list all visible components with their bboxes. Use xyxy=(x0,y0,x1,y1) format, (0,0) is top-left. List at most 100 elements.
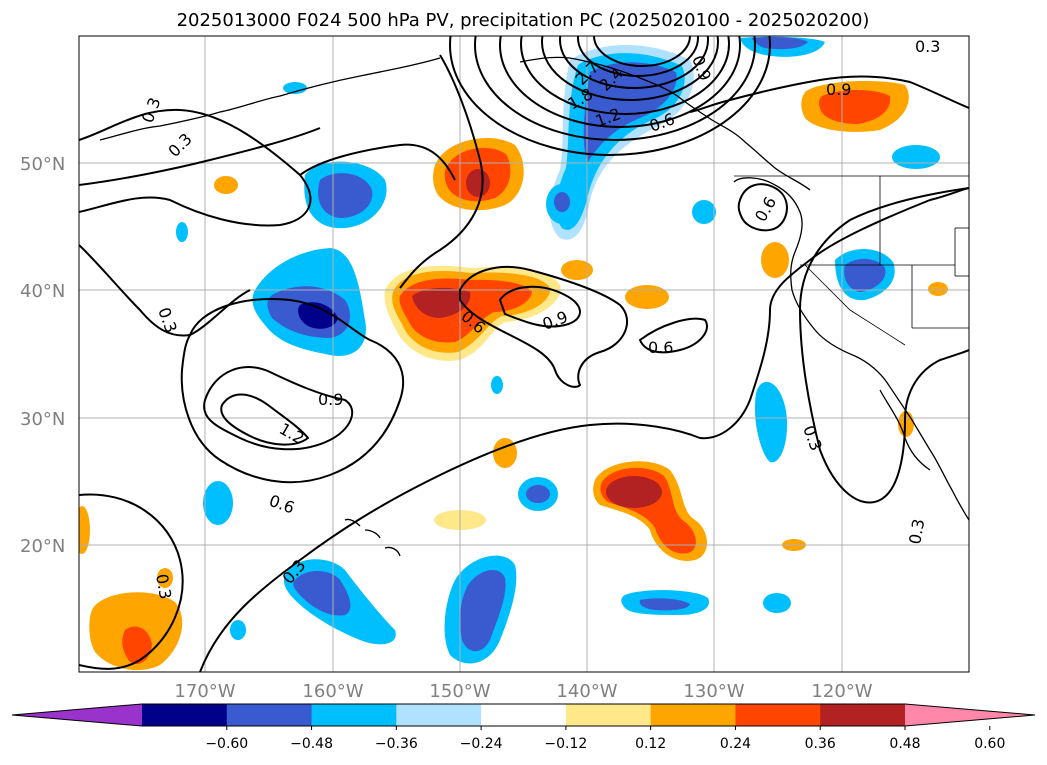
lon-label: 130°W xyxy=(683,681,744,702)
contour-label: 0.3 xyxy=(152,572,175,600)
colorbar-extend-high xyxy=(905,704,1035,726)
map-area: 0.3 0.3 0.3 0.3 0.3 0.3 0.3 0.3 0.6 0.6 … xyxy=(79,36,969,672)
contour-label: 0.6 xyxy=(648,338,673,357)
neg-anomaly-160w-16n-inner xyxy=(293,571,351,616)
lat-label: 20°N xyxy=(20,536,65,557)
neg-anomaly-small-7 xyxy=(230,620,246,640)
pv-contour-09-pacific-inner xyxy=(498,285,581,328)
colorbar-tick-label: −0.24 xyxy=(460,736,503,752)
neg-anomaly-162w-38n-core xyxy=(298,302,338,329)
pv-contour-ring-1 xyxy=(449,36,771,156)
pos-anomaly-150w-48n-core xyxy=(466,169,490,197)
colorbar-tick-label: 0.24 xyxy=(720,736,751,752)
pos-anomaly-118w-55n-inner xyxy=(818,90,891,124)
pv-contour-ring-4 xyxy=(520,36,730,115)
neg-anomaly-small-5-inner xyxy=(526,485,550,503)
neg-anomaly-125w-58n-inner xyxy=(752,37,808,50)
neg-anomaly-160w-48n-inner xyxy=(318,173,373,218)
pv-contour-03-west-2 xyxy=(79,244,251,337)
colorbar-segment xyxy=(226,704,313,726)
pv-contour-ring-7 xyxy=(577,36,699,77)
neg-anomaly-small-9 xyxy=(892,145,940,169)
colorbar-segment xyxy=(396,704,482,726)
map-title: 2025013000 F024 500 hPa PV, precipitatio… xyxy=(177,10,870,31)
colorbar-segment xyxy=(735,704,821,726)
colorbar-segment xyxy=(481,704,567,726)
pv-contour-06-pacific xyxy=(737,183,788,232)
colorbar-tick-label: 0.12 xyxy=(635,736,666,752)
pos-anomaly-small-3 xyxy=(625,285,669,309)
pv-contour-03-south xyxy=(199,187,969,672)
colorbar-ticks: −0.60 −0.48 −0.36 −0.24 −0.12 0.12 0.24 0.36 0.4… xyxy=(205,726,1005,752)
lat-label: 50°N xyxy=(20,154,65,175)
lon-label: 150°W xyxy=(429,681,490,702)
pv-contour-09-pacific xyxy=(459,266,629,388)
pos-anomaly-133w-23n-core xyxy=(606,476,662,508)
pos-anomaly-small-11 xyxy=(157,568,173,588)
pv-contour-03-east xyxy=(689,75,969,113)
colorbar-segment xyxy=(142,704,228,726)
colorbar-segment xyxy=(650,704,736,726)
neg-anomaly-small-2 xyxy=(283,82,307,94)
neg-anomaly-147w-15n-inner xyxy=(460,569,506,652)
neg-anomaly-127w-30n xyxy=(755,381,788,463)
pos-anomaly-small-6 xyxy=(493,438,517,468)
contour-label: 0.9 xyxy=(318,390,343,409)
pv-contour-ring-8 xyxy=(593,36,691,67)
lon-label: 140°W xyxy=(556,681,617,702)
neg-anomaly-small-8 xyxy=(763,593,791,613)
colorbar-outline xyxy=(11,703,1036,727)
pos-anomaly-178w-12n-inner xyxy=(122,626,152,665)
neg-anomaly-134w-16n-inner xyxy=(639,598,690,611)
pv-contour-03-north xyxy=(299,143,456,181)
map-background xyxy=(79,36,969,672)
colorbar-tick-label: −0.48 xyxy=(290,736,333,752)
colorbar-segment xyxy=(565,704,652,726)
pos-anomaly-small-2 xyxy=(561,260,593,280)
map-frame xyxy=(78,35,970,673)
longitude-labels: 170°W 160°W 150°W 140°W 130°W 120°W xyxy=(174,681,872,702)
pv-contour-ring-6 xyxy=(559,36,709,89)
lon-label: 170°W xyxy=(174,681,235,702)
pos-anomaly-small-4 xyxy=(761,242,789,278)
neg-anomaly-small-1 xyxy=(176,222,188,242)
colorbar-tick-label: 0.36 xyxy=(805,736,836,752)
lon-label: 160°W xyxy=(302,681,363,702)
pv-contour-ring-2 xyxy=(474,36,756,141)
lat-label: 40°N xyxy=(20,281,65,302)
gridlines xyxy=(79,36,969,672)
contour-label: 0.9 xyxy=(826,80,851,99)
latitude-labels: 50°N 40°N 30°N 20°N xyxy=(20,154,65,557)
neg-anomaly-small-4 xyxy=(491,376,503,394)
colorbar-extend-low xyxy=(12,704,142,726)
political-borders xyxy=(734,175,969,346)
neg-anomaly-small-6 xyxy=(203,481,233,525)
contour-label: 0.3 xyxy=(915,37,940,56)
precip-negative-anomalies xyxy=(176,36,940,664)
pv-contour-06-central xyxy=(180,298,405,484)
neg-anomaly-small-3 xyxy=(692,200,716,224)
lat-label: 30°N xyxy=(20,409,65,430)
pv-contour-09-central xyxy=(203,366,354,451)
colorbar-tick-label: −0.12 xyxy=(544,736,587,752)
pv-contour-06-north xyxy=(399,54,484,289)
colorbar xyxy=(11,703,1036,727)
neg-anomaly-120w-40n-inner xyxy=(844,258,886,292)
contour-label: 0.3 xyxy=(905,517,928,545)
pv-contour-ring-5 xyxy=(541,36,719,101)
pv-contour-06-pacific-2 xyxy=(638,317,708,354)
pv-contour-06-east xyxy=(798,187,969,504)
colorbar-tick-label: 0.48 xyxy=(889,736,920,752)
colorbar-tick-label: −0.60 xyxy=(205,736,248,752)
colorbar-tick-label: −0.36 xyxy=(375,736,418,752)
colorbar-tick-label: 0.60 xyxy=(974,736,1005,752)
colorbar-segment xyxy=(820,704,906,726)
pos-anomaly-small-1 xyxy=(214,176,238,194)
pos-anomaly-small-5 xyxy=(928,282,948,296)
pos-anomaly-150w-40n-4 xyxy=(412,287,471,318)
pv-contour-03-alaska xyxy=(79,127,321,186)
pv-contour-03-west xyxy=(79,108,312,227)
pv-contour-ring-3 xyxy=(499,36,741,128)
colorbar-segment xyxy=(311,704,397,726)
